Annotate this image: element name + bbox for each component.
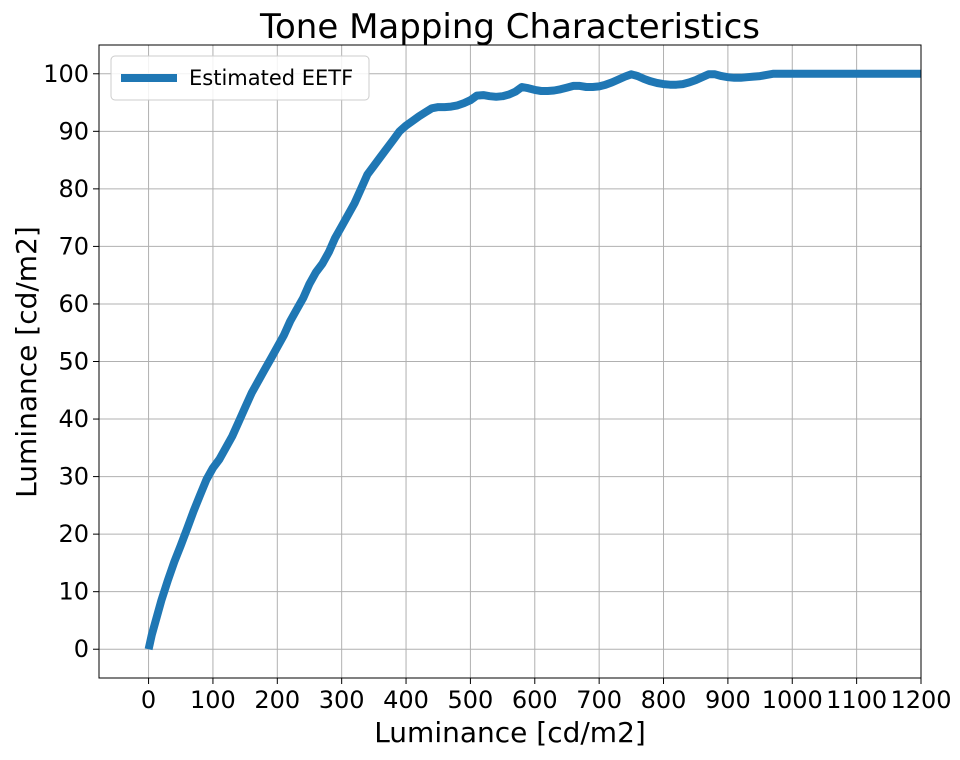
y-tick-label: 0: [74, 635, 89, 663]
y-axis-label: Luminance [cd/m2]: [10, 226, 43, 498]
x-tick-label: 1100: [826, 686, 887, 714]
y-tick-label: 20: [58, 520, 89, 548]
x-tick-label: 500: [448, 686, 494, 714]
x-tick-label: 1000: [762, 686, 823, 714]
y-tick-label: 60: [58, 290, 89, 318]
legend: Estimated EETF: [110, 55, 370, 101]
x-axis-label: Luminance [cd/m2]: [374, 716, 646, 749]
y-tick-label: 50: [58, 348, 89, 376]
x-tick-label: 900: [705, 686, 751, 714]
y-tick-label: 70: [58, 232, 89, 260]
y-tick-label: 30: [58, 463, 89, 491]
chart-title: Tone Mapping Characteristics: [259, 7, 760, 47]
legend-entry-label: Estimated EETF: [189, 66, 353, 90]
series-group: [144, 69, 921, 651]
x-tick-label: 0: [141, 686, 156, 714]
series-line-estimated-eetf: [144, 69, 921, 651]
legend-box: [110, 55, 370, 101]
y-tick-label: 40: [58, 405, 89, 433]
x-tick-label: 100: [190, 686, 236, 714]
y-tick-label: 90: [58, 117, 89, 145]
grid: [99, 45, 922, 678]
x-axis-ticks: 0 100 200 300 400 500 600 700 800 900 1000 1100 1200: [141, 678, 952, 714]
x-tick-label: 200: [254, 686, 300, 714]
x-tick-label: 400: [383, 686, 429, 714]
y-tick-label: 80: [58, 175, 89, 203]
x-tick-label: 800: [641, 686, 687, 714]
y-tick-label: 100: [43, 60, 89, 88]
x-tick-label: 700: [576, 686, 622, 714]
x-tick-label: 300: [319, 686, 365, 714]
x-tick-label: 600: [512, 686, 558, 714]
y-tick-label: 10: [58, 578, 89, 606]
x-tick-label: 1200: [890, 686, 951, 714]
y-axis-ticks: 0 10 20 30 40 50 60 70 80 90 100: [43, 60, 99, 663]
